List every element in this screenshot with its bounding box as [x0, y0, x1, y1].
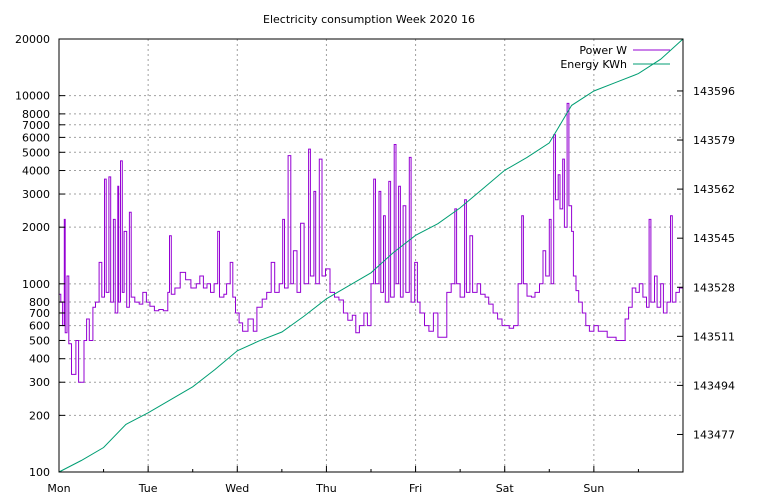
y-left-tick-label: 4000 — [22, 165, 50, 178]
x-tick-label: Sat — [496, 482, 515, 495]
legend-label-power: Power W — [579, 44, 627, 57]
y-left-tick-label: 7000 — [22, 119, 50, 132]
grid — [59, 39, 683, 472]
y-left-tick-label: 10000 — [15, 90, 50, 103]
y-right-tick-label: 143596 — [693, 85, 735, 98]
y-right-tick-label: 143477 — [693, 428, 735, 441]
y-right-tick-label: 143511 — [693, 330, 735, 343]
x-tick-label: Thu — [315, 482, 337, 495]
chart-title: Electricity consumption Week 2020 16 — [263, 13, 475, 26]
series-line-power-w — [59, 102, 683, 383]
legend-label-energy: Energy KWh — [560, 58, 627, 71]
y-left-tick-label: 1000 — [22, 278, 50, 291]
y-left-tick-label: 5000 — [22, 146, 50, 159]
y-left-tick-label: 400 — [29, 353, 50, 366]
y-left-tick-label: 600 — [29, 320, 50, 333]
y-left-tick-label: 700 — [29, 307, 50, 320]
y-left-tick-label: 20000 — [15, 33, 50, 46]
legend: Power W Energy KWh — [560, 44, 670, 71]
y-left-tick-label: 800 — [29, 296, 50, 309]
y-right-tick-label: 143579 — [693, 134, 735, 147]
y-left-tick-label: 300 — [29, 376, 50, 389]
y-left-tick-label: 8000 — [22, 108, 50, 121]
y-right-tick-label: 143562 — [693, 183, 735, 196]
y-right-tick-label: 143545 — [693, 232, 735, 245]
plot-frame — [58, 38, 684, 473]
y-left-tick-label: 100 — [29, 466, 50, 479]
x-tick-label: Sun — [583, 482, 604, 495]
x-tick-label: Fri — [409, 482, 422, 495]
y-right-tick-label: 143494 — [693, 379, 735, 392]
x-tick-label: Tue — [138, 482, 158, 495]
y-left-tick-label: 3000 — [22, 188, 50, 201]
plot-area — [58, 38, 684, 473]
y-left-tick-label: 2000 — [22, 221, 50, 234]
y-right-tick-label: 143528 — [693, 281, 735, 294]
x-tick-label: Wed — [225, 482, 249, 495]
series-line-energy-kwh — [58, 38, 684, 473]
y-left-tick-label: 6000 — [22, 131, 50, 144]
y-left-tick-label: 200 — [29, 409, 50, 422]
x-tick-label: Mon — [47, 482, 70, 495]
y-left-tick-label: 500 — [29, 334, 50, 347]
